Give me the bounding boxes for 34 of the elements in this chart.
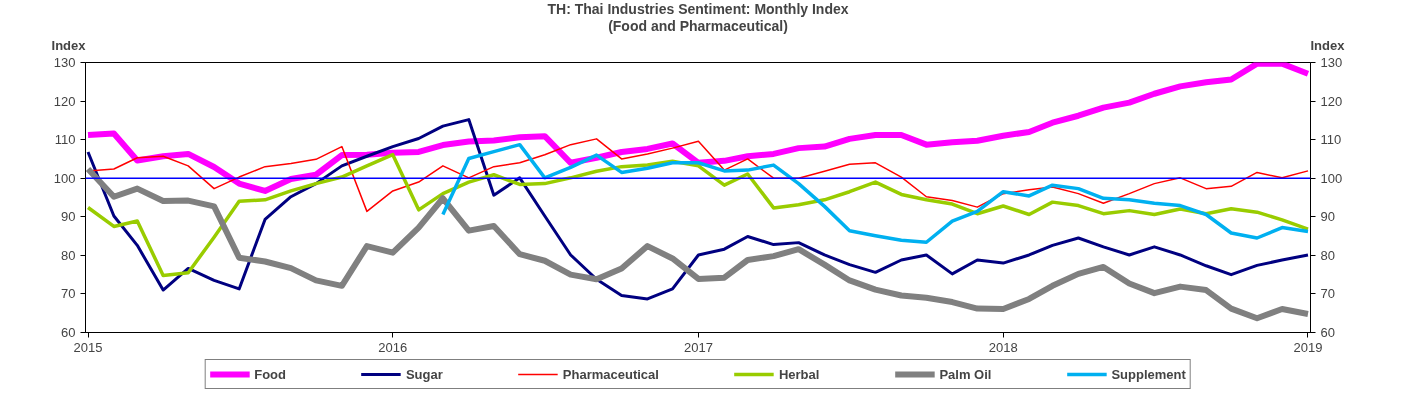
- y2-tick-label: 80: [1320, 247, 1335, 263]
- y-axis-title: Index: [51, 38, 87, 53]
- y-tick-label: 60: [61, 325, 76, 340]
- x-tick-label: 2018: [988, 339, 1018, 355]
- y-tick-label: 130: [53, 55, 76, 70]
- legend-label: Supplement: [1111, 366, 1186, 382]
- y2-tick-label: 90: [1320, 209, 1335, 225]
- legend-label: Palm Oil: [939, 366, 992, 382]
- line-series: [86, 152, 1310, 278]
- x-tick-label: 2019: [1293, 339, 1323, 355]
- y-tick-label: 100: [53, 170, 76, 186]
- y-tick-label: 90: [61, 209, 76, 225]
- y-tick-label: 80: [61, 247, 76, 263]
- y-tick-label: 110: [54, 132, 76, 148]
- x-tick-label: 2015: [73, 339, 103, 355]
- y2-tick-label: 60: [1320, 325, 1335, 340]
- y-tick-label: 120: [53, 93, 76, 109]
- y2-tick-label: 130: [1320, 55, 1343, 70]
- y2-tick-label: 120: [1320, 93, 1343, 109]
- y2-tick-label: 110: [1320, 132, 1342, 148]
- line-series: [86, 118, 1310, 301]
- y2-tick-label: 100: [1320, 170, 1343, 186]
- x-tick-label: 2016: [378, 339, 408, 355]
- legend-label: Herbal: [778, 366, 820, 382]
- line-series: [441, 142, 1310, 244]
- legend-label: Sugar: [405, 366, 443, 382]
- x-tick-label: 2017: [683, 339, 713, 355]
- y-tick-label: 70: [61, 286, 76, 302]
- chart-title: TH: Thai Industries Sentiment: Monthly Index: [547, 0, 849, 17]
- legend-label: Food: [254, 366, 286, 382]
- legend-label: Pharmaceutical: [562, 366, 659, 382]
- chart-subtitle: (Food and Pharmaceutical): [608, 17, 788, 34]
- y2-tick-label: 70: [1320, 286, 1335, 302]
- y2-axis-title: Index: [1310, 38, 1346, 53]
